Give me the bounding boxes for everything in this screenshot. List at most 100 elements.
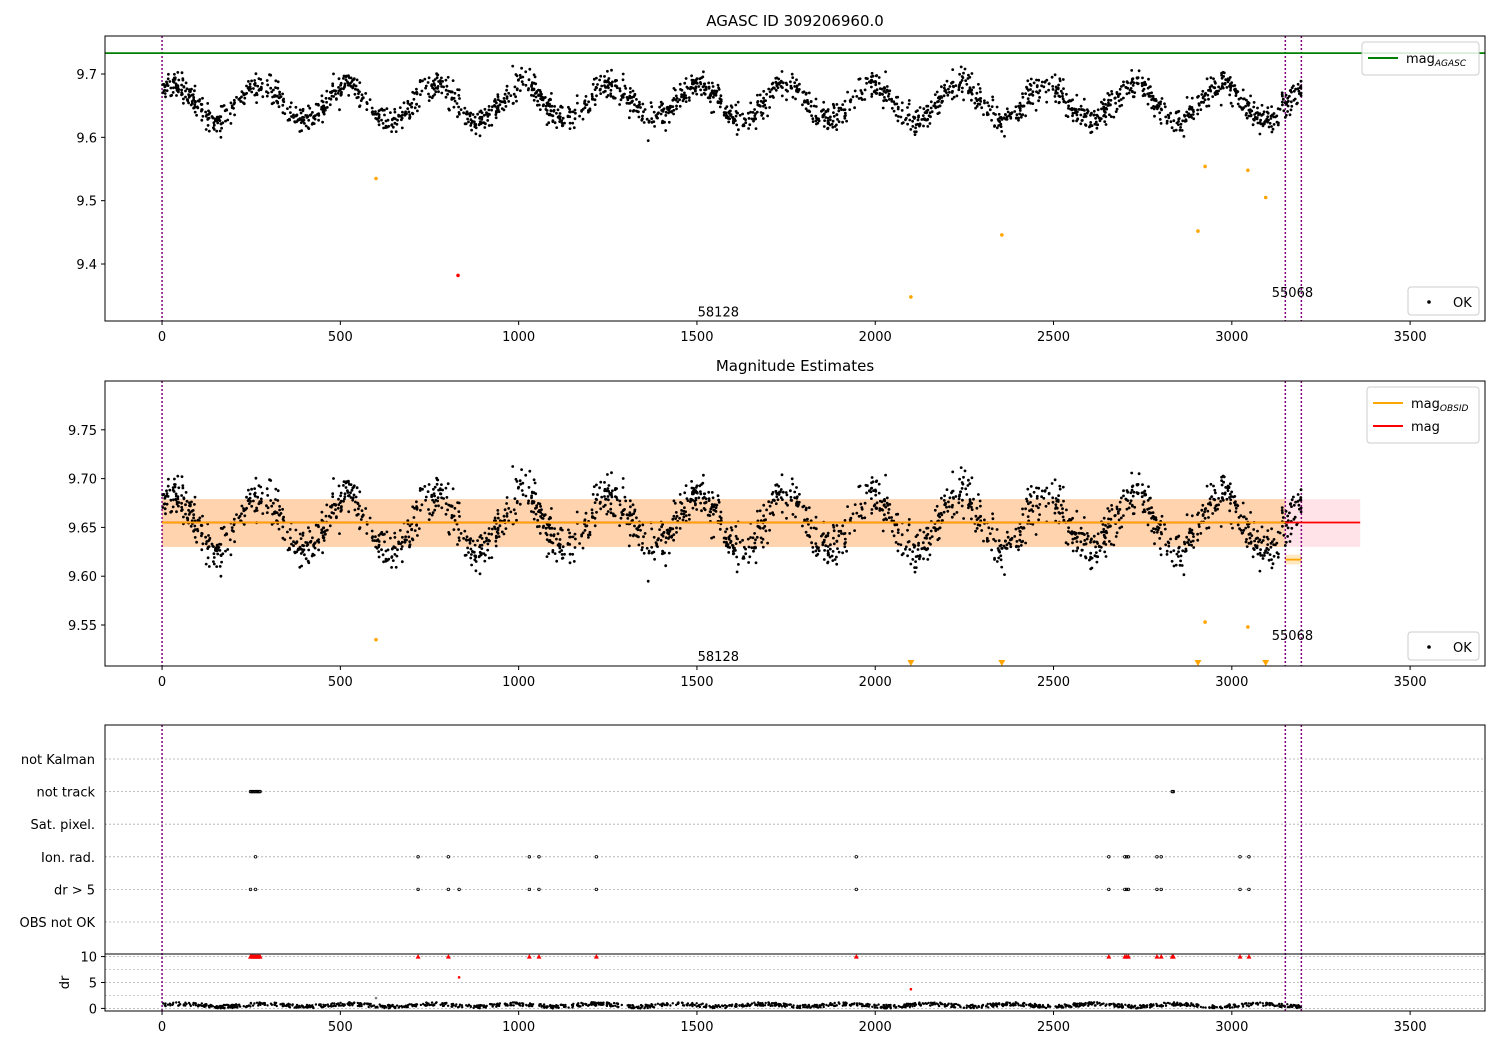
ok-point (390, 123, 394, 127)
ok-point (606, 510, 610, 513)
ok-point (779, 81, 782, 85)
ok-point (257, 77, 261, 80)
ok-point (192, 516, 196, 520)
ok-point (1267, 125, 1271, 129)
ok-point (390, 547, 394, 551)
ok-point (195, 113, 199, 117)
ok-point (897, 115, 900, 118)
ok-point (595, 86, 598, 90)
ok-point (1114, 101, 1117, 105)
ok-point (503, 508, 507, 512)
ok-point (729, 109, 732, 113)
ok-point (199, 523, 203, 527)
ok-point (165, 494, 169, 498)
ok-point (1143, 489, 1147, 493)
ok-point (832, 111, 835, 114)
ok-point (206, 118, 210, 121)
ok-point (1015, 540, 1019, 543)
ok-point (200, 108, 204, 111)
ok-point (1253, 539, 1256, 543)
ok-point (678, 493, 682, 496)
ok-point (1233, 501, 1236, 505)
ok-point (303, 122, 306, 125)
ok-point (882, 86, 886, 90)
ok-point (1206, 93, 1210, 97)
ok-point (1150, 98, 1153, 102)
ok-point (869, 79, 873, 82)
ok-point (537, 502, 540, 505)
ok-point (1026, 487, 1030, 491)
ok-point (433, 494, 436, 498)
ok-point (556, 115, 560, 119)
ok-point (604, 497, 607, 501)
ok-point (936, 538, 940, 542)
ok-point (558, 120, 562, 123)
ok-point (1207, 516, 1210, 519)
ok-point (1221, 497, 1224, 500)
ok-point (1122, 80, 1125, 84)
ok-point (816, 552, 820, 556)
ok-point (360, 509, 364, 512)
ok-point (532, 517, 536, 521)
ok-point (806, 517, 809, 521)
ok-point (206, 556, 210, 560)
ok-point (397, 114, 401, 118)
ok-point (255, 509, 259, 512)
ok-point (1005, 115, 1009, 119)
ok-point (1160, 532, 1163, 536)
ok-point (277, 513, 281, 517)
ok-point (561, 556, 565, 560)
ok-point (430, 495, 433, 498)
ok-point (188, 504, 192, 508)
ok-point (1038, 96, 1041, 99)
ok-point (1165, 119, 1169, 123)
ok-point (1107, 98, 1110, 102)
ok-point (494, 99, 497, 103)
ok-point (996, 547, 1000, 550)
dr-point (1049, 1005, 1052, 1008)
ok-point (1266, 115, 1270, 119)
ok-point (681, 99, 685, 103)
ok-point (887, 516, 891, 520)
ok-point (531, 87, 534, 91)
ok-point (943, 83, 946, 87)
ok-point (1170, 559, 1174, 563)
ok-point (907, 102, 911, 106)
ok-point (537, 94, 541, 97)
ok-point (991, 98, 995, 102)
ok-point (167, 72, 170, 76)
ok-point (689, 86, 693, 89)
ok-point (1054, 100, 1058, 103)
ok-point (962, 517, 965, 520)
ok-point (1228, 492, 1232, 496)
ok-point (1143, 80, 1147, 84)
ok-point (1098, 119, 1102, 123)
ok-point (201, 514, 204, 518)
flag-point (258, 789, 262, 794)
ok-point (664, 114, 668, 117)
ok-point (593, 524, 597, 528)
ok-point (980, 106, 984, 110)
ok-point (452, 528, 456, 531)
ok-point (1003, 573, 1006, 576)
ok-point (951, 489, 955, 493)
ok-point (197, 99, 201, 103)
ok-point (609, 511, 613, 515)
ok-point (270, 504, 274, 508)
ok-point (641, 102, 645, 106)
ok-point (433, 83, 436, 87)
ok-point (307, 561, 311, 565)
ok-point (228, 112, 232, 116)
ok-point (176, 497, 180, 501)
ok-point (623, 495, 627, 499)
ok-point (483, 559, 487, 563)
ok-point (299, 552, 303, 555)
ok-point (667, 120, 671, 124)
ok-point (935, 504, 939, 508)
ok-point (1117, 518, 1121, 522)
ok-point (1053, 511, 1057, 515)
ok-point (342, 499, 345, 503)
ok-point (1228, 93, 1232, 97)
ok-point (1172, 119, 1176, 123)
ok-point (415, 500, 418, 504)
